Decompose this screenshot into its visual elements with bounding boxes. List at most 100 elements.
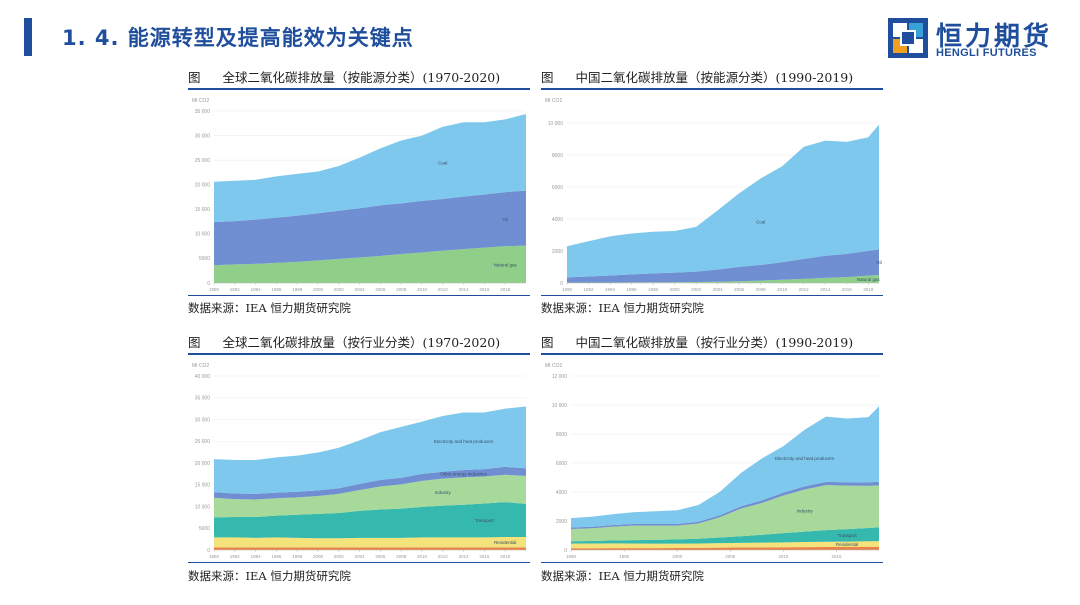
caption-divider: [188, 88, 530, 90]
x-tick-label: 1990: [209, 287, 220, 292]
area-other: [214, 547, 526, 550]
x-tick-label: 1998: [292, 287, 303, 292]
x-tick-label: 2016: [842, 287, 853, 292]
x-tick-label: 2014: [459, 287, 470, 292]
area-residential: [571, 541, 879, 549]
x-tick-label: 1998: [292, 554, 303, 559]
chart-global-sector: Mt CO2 0 5000 10 000 15 000 20 000 25 000 30 00…: [192, 363, 526, 559]
x-tick-label: 2016: [479, 554, 490, 559]
x-tick-label: 2010: [777, 287, 788, 292]
x-tick-label: 2000: [670, 287, 681, 292]
x-tick-label: 2004: [355, 554, 366, 559]
figure-label: 图: [188, 70, 201, 85]
panel-caption: 图 中国二氧化碳排放量（按能源分类）(1990-2019): [541, 67, 883, 87]
y-tick-label: 0: [564, 548, 567, 554]
y-tick-label: 35 000: [195, 109, 211, 115]
caption-divider: [541, 353, 883, 355]
y-tick-label: 10 000: [552, 403, 568, 409]
x-tick-label: 1990: [562, 287, 573, 292]
area-electricity-and-heat-producers: [571, 406, 879, 528]
panel-source: 数据来源：IEA 恒力期货研究院: [188, 301, 351, 315]
y-tick-label: 0: [560, 281, 563, 287]
series-label: Oil: [502, 217, 508, 222]
series-label: Natural gas: [494, 262, 518, 267]
company-logo: 恒力期货 HENGLI FUTURES: [888, 14, 1063, 64]
x-tick-label: 2005: [725, 554, 736, 559]
x-tick-label: 1990: [209, 554, 220, 559]
caption-divider: [188, 353, 530, 355]
y-tick-label: 4000: [552, 217, 563, 223]
y-axis-unit: Mt CO2: [545, 98, 562, 104]
x-tick-label: 2012: [799, 287, 810, 292]
x-tick-label: 1996: [271, 287, 282, 292]
x-tick-label: 2002: [691, 287, 702, 292]
y-tick-label: 5000: [199, 526, 210, 532]
y-tick-label: 25 000: [195, 158, 211, 164]
panel-title: 全球二氧化碳排放量（按能源分类）(1970-2020): [222, 70, 501, 85]
y-axis-unit: Mt CO2: [545, 363, 562, 369]
chart-box: Mt CO2 0 5000 10 000 15 000 20 000 25 000 30 00…: [188, 358, 530, 563]
y-tick-label: 8000: [556, 432, 567, 438]
y-axis-unit: Mt CO2: [192, 98, 209, 104]
panel-source: 数据来源：IEA 恒力期货研究院: [188, 569, 351, 583]
x-tick-label: 2002: [334, 287, 345, 292]
chart-box: Mt CO2 0 2000 4000 6000 8000 10 000 12 000 1990 1…: [541, 358, 883, 563]
panel-title: 全球二氧化碳排放量（按行业分类）(1970-2020): [222, 335, 501, 350]
y-tick-label: 2000: [556, 519, 567, 525]
y-tick-label: 10 000: [548, 121, 564, 127]
x-tick-label: 2015: [832, 554, 843, 559]
chart-box: Mt CO2 0 2000 4000 6000 8000 10 000 1990 1992 199…: [541, 93, 883, 296]
x-tick-label: 1992: [230, 287, 241, 292]
panel-title: 中国二氧化碳排放量（按能源分类）(1990-2019): [575, 70, 854, 85]
area-transport: [214, 502, 526, 539]
x-tick-label: 2000: [313, 554, 324, 559]
series-label: Industry: [797, 508, 814, 513]
hengli-logo-icon: [888, 18, 928, 58]
panel-caption: 图 中国二氧化碳排放量（按行业分类）(1990-2019): [541, 332, 883, 352]
series-label: Transport: [475, 518, 495, 523]
y-tick-label: 12 000: [552, 374, 568, 380]
area-oil: [567, 249, 879, 283]
x-tick-label: 1994: [605, 287, 616, 292]
y-tick-label: 40 000: [195, 374, 211, 380]
y-tick-label: 30 000: [195, 133, 211, 139]
y-tick-label: 10 000: [195, 232, 211, 238]
area-coal: [214, 113, 526, 223]
series-label: Residential: [836, 542, 858, 547]
header-accent-bar: [24, 18, 32, 56]
y-tick-label: 15 000: [195, 207, 211, 213]
x-tick-label: 2018: [500, 554, 511, 559]
y-tick-label: 15 000: [195, 483, 211, 489]
area-natural-gas: [567, 275, 879, 283]
y-tick-label: 2000: [552, 249, 563, 255]
page-title: 1. 4. 能源转型及提高能效为关键点: [62, 26, 414, 50]
y-tick-label: 20 000: [195, 183, 211, 189]
y-tick-label: 8000: [552, 153, 563, 159]
area-residential: [214, 536, 526, 548]
panel-caption: 图 全球二氧化碳排放量（按行业分类）(1970-2020): [188, 332, 530, 352]
figure-label: 图: [541, 70, 554, 85]
x-tick-label: 1990: [566, 554, 577, 559]
area-industry: [214, 474, 526, 518]
x-tick-label: 2018: [863, 287, 874, 292]
y-tick-label: 0: [207, 281, 210, 287]
caption-divider: [541, 88, 883, 90]
x-tick-label: 2002: [334, 554, 345, 559]
x-tick-label: 2010: [417, 554, 428, 559]
x-tick-label: 2006: [375, 554, 386, 559]
series-label: Coal: [438, 161, 447, 166]
series-label: Transport: [838, 533, 858, 538]
figure-label: 图: [541, 335, 554, 350]
y-tick-label: 5000: [199, 256, 210, 262]
x-tick-label: 1992: [584, 287, 595, 292]
x-tick-label: 2004: [713, 287, 724, 292]
chart-china-sector: Mt CO2 0 2000 4000 6000 8000 10 000 12 000 1990 1…: [545, 363, 879, 559]
x-tick-label: 2008: [396, 554, 407, 559]
y-tick-label: 35 000: [195, 396, 211, 402]
area-other: [571, 546, 879, 550]
area-transport: [571, 527, 879, 544]
x-tick-label: 2016: [479, 287, 490, 292]
y-tick-label: 10 000: [195, 504, 211, 510]
y-tick-label: 0: [207, 548, 210, 554]
series-label: Other energy industries: [440, 471, 488, 476]
